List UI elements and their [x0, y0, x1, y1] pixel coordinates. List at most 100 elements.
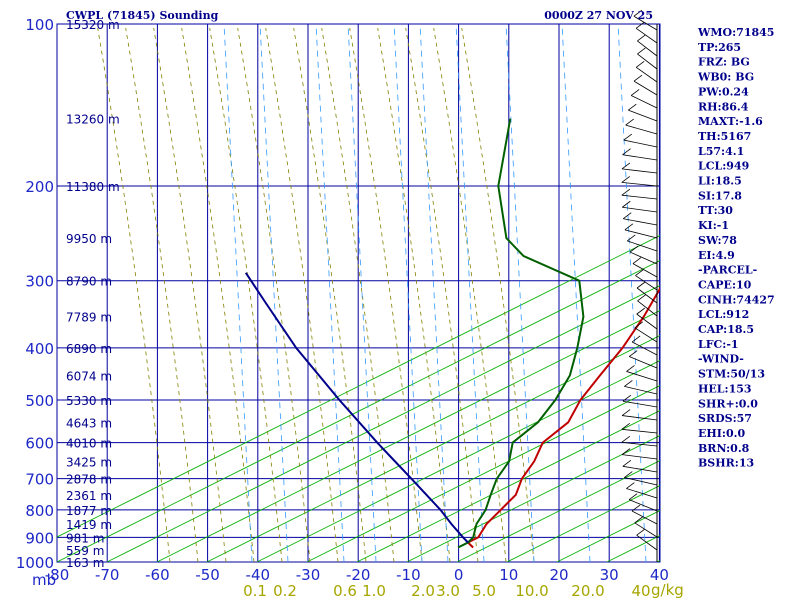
mixing-ratio-label: 10.0 — [515, 582, 548, 600]
mixing-ratio-line — [347, 24, 377, 562]
mixing-ratio-line — [455, 24, 485, 562]
temp-tick-label: 10 — [499, 566, 518, 584]
moist-adiabat-line — [349, 27, 423, 562]
wind-barb-flag — [622, 459, 632, 467]
moist-adiabat-line — [377, 27, 451, 562]
mixing-ratio-label: 5.0 — [472, 582, 496, 600]
wind-barb-flag — [636, 307, 645, 315]
wind-barb-flag — [621, 188, 631, 196]
wind-barb — [623, 218, 658, 226]
dewpoint-line — [457, 118, 585, 549]
wind-barb-flag — [628, 103, 637, 111]
height-label: 9950 m — [66, 232, 112, 246]
dry-adiabat-line — [206, 335, 660, 562]
wind-barb — [621, 182, 658, 187]
moist-adiabat-line — [209, 27, 283, 562]
wind-barb-flag — [621, 436, 630, 443]
wind-barb-flag — [635, 22, 645, 29]
height-label: 559 m — [66, 544, 104, 558]
sounding-index: L57:4.1 — [698, 145, 744, 158]
pressure-tick-label: 900 — [25, 529, 54, 547]
wind-barb — [631, 341, 658, 356]
wind-barb-flag — [624, 223, 634, 231]
sounding-index: BSHR:13 — [698, 457, 754, 470]
mixing-ratio-label: 40 — [631, 582, 650, 600]
moist-adiabat-line — [321, 27, 395, 562]
wind-barb-flag — [622, 394, 632, 402]
height-label: 4643 m — [66, 416, 112, 430]
wind-barb — [637, 300, 658, 317]
temp-tick-label: 30 — [600, 566, 619, 584]
height-label: 7789 m — [66, 311, 112, 325]
pressure-tick-label: 700 — [25, 471, 54, 489]
sounding-index: LFC:-1 — [698, 338, 739, 351]
wind-barb — [626, 371, 658, 382]
moist-adiabat-line — [293, 27, 367, 562]
temp-tick-label: -30 — [296, 566, 321, 584]
temp-tick-label: -60 — [145, 566, 170, 584]
sounding-index: SHR+:0.0 — [698, 397, 758, 410]
wind-barb-flag — [621, 423, 630, 430]
height-label: 6890 m — [66, 342, 112, 356]
wind-barb-flag — [631, 504, 641, 512]
mixing-ratio-line — [223, 24, 253, 562]
wind-barb — [622, 400, 658, 408]
wind-barb-flag — [625, 118, 634, 126]
wind-barb — [625, 124, 658, 135]
pressure-unit-label: mb — [32, 571, 56, 589]
wind-barb-flag — [628, 493, 638, 500]
height-label: 3425 m — [66, 455, 112, 469]
moist-adiabat-line — [153, 27, 227, 562]
chart-title: CWPL (71845) Sounding — [66, 9, 219, 22]
dry-adiabat-line — [106, 285, 660, 562]
sounding-index: PW:0.24 — [698, 85, 749, 98]
wind-barb — [627, 240, 658, 252]
pressure-tick-label: 100 — [25, 16, 54, 34]
wind-barb — [622, 415, 658, 421]
wind-barb — [624, 477, 658, 486]
sounding-index: EHI:0.0 — [698, 427, 745, 440]
wind-barb — [629, 251, 658, 265]
sounding-index: TP:265 — [698, 41, 741, 54]
wind-barb-flag — [622, 148, 631, 156]
temp-tick-label: -10 — [396, 566, 421, 584]
sounding-index: FRZ: BG — [698, 56, 750, 69]
wind-barb — [631, 95, 658, 109]
sounding-index: SW:78 — [698, 234, 737, 247]
wind-barb-flag — [623, 212, 632, 220]
wind-barb — [635, 28, 658, 44]
wind-barb — [621, 428, 658, 434]
wind-barb — [634, 327, 658, 343]
wind-barb — [622, 454, 658, 460]
wind-barb-flag — [637, 47, 646, 55]
sounding-index: SI:17.8 — [698, 189, 742, 202]
height-label: 1877 m — [66, 504, 112, 518]
time-label: 0000Z 27 NOV 25 — [544, 9, 653, 22]
wind-barb-flag — [631, 335, 641, 343]
wind-barb-flag — [635, 269, 644, 276]
moist-adiabat-line — [405, 27, 479, 562]
height-label: 8790 m — [66, 275, 112, 289]
wind-barb — [628, 499, 658, 512]
wind-barb-flag — [633, 74, 643, 82]
wind-barb — [636, 313, 658, 330]
dry-adiabat-line — [406, 435, 660, 562]
wind-barb — [635, 66, 658, 83]
temp-tick-label: -80 — [45, 566, 70, 584]
dry-adiabat-line — [57, 260, 660, 562]
sounding-index: WMO:71845 — [697, 26, 774, 39]
plot-frame — [56, 23, 661, 563]
wind-barb — [622, 154, 658, 161]
wind-barb-flag — [634, 321, 644, 329]
height-label: 981 m — [66, 531, 104, 545]
moist-adiabat-line — [265, 27, 339, 562]
mixing-ratio-line — [393, 24, 423, 562]
sounding-index: EI:4.9 — [698, 249, 735, 262]
mixing-ratio-label: 2.0 — [411, 582, 435, 600]
mixing-ratio-line — [259, 24, 289, 562]
wind-barb-flag — [621, 409, 631, 416]
wind-barb — [637, 40, 658, 57]
parcel-line — [244, 272, 469, 544]
